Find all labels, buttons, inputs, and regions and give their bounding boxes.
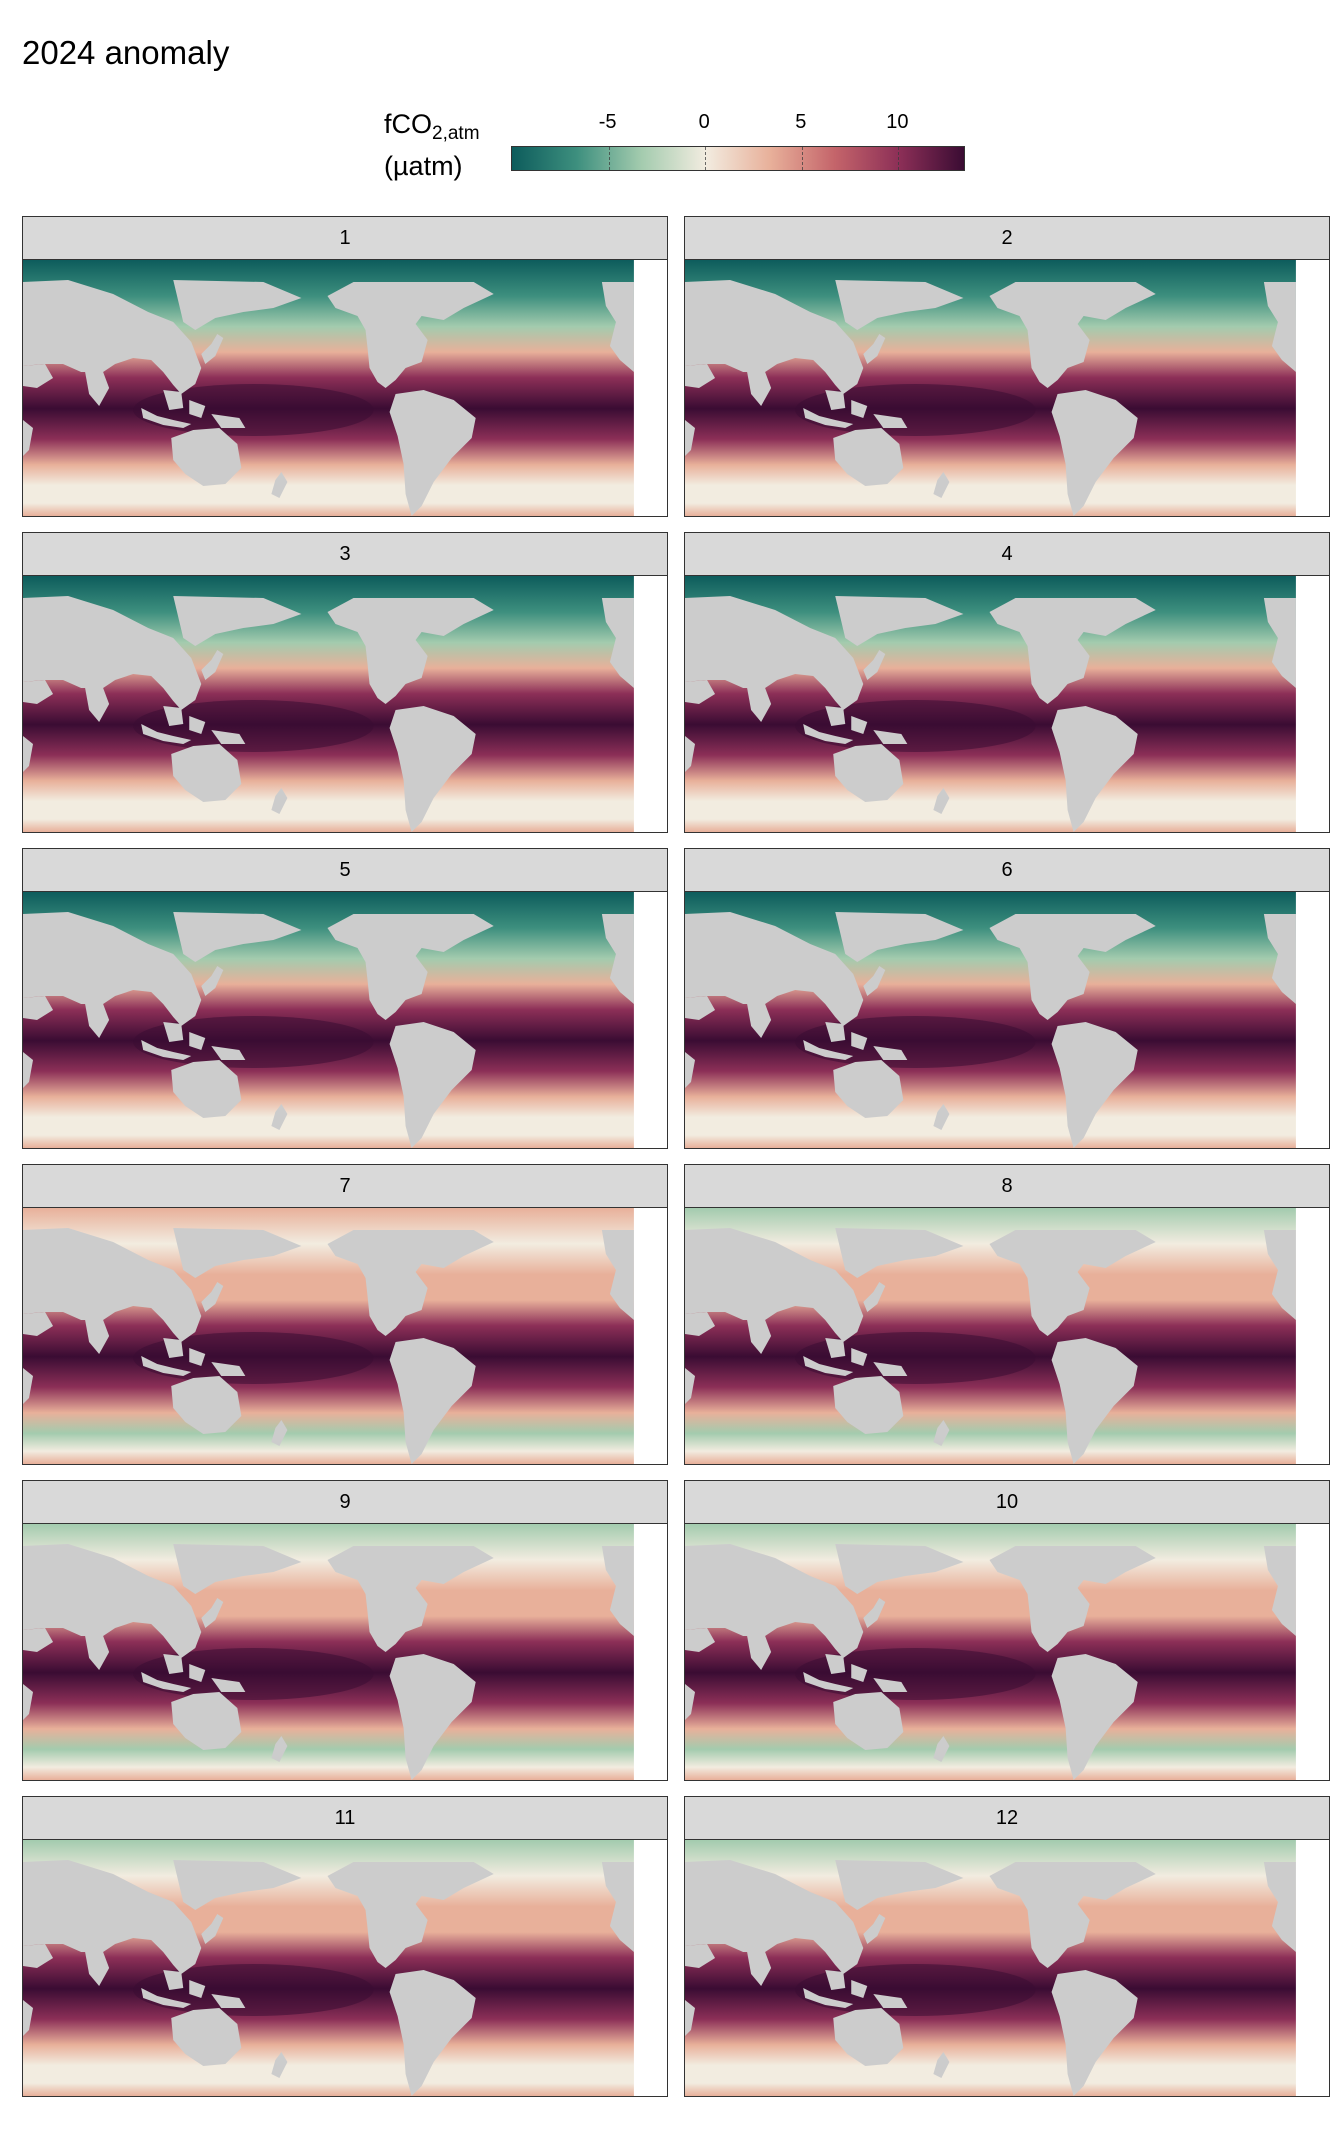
map-area: [685, 576, 1329, 832]
panel-strip: 4: [685, 533, 1329, 576]
map-panel-month-6: 6: [684, 848, 1330, 1149]
anomaly-map: [23, 1524, 667, 1780]
map-panel-month-4: 4: [684, 532, 1330, 833]
map-area: [23, 1524, 667, 1780]
map-area: [23, 892, 667, 1148]
map-panel-month-8: 8: [684, 1164, 1330, 1465]
no-data-edge: [633, 1208, 667, 1464]
panel-label: 1: [339, 226, 351, 249]
western-pacific-maximum: [795, 384, 1036, 436]
no-data-edge: [633, 260, 667, 516]
western-pacific-maximum: [133, 1016, 374, 1068]
anomaly-map: [23, 260, 667, 516]
anomaly-map: [23, 892, 667, 1148]
western-pacific-maximum: [133, 1332, 374, 1384]
page-title: 2024 anomaly: [22, 34, 230, 71]
no-data-edge: [1295, 1208, 1329, 1464]
no-data-edge: [633, 576, 667, 832]
map-area: [23, 1840, 667, 2096]
no-data-edge: [1295, 260, 1329, 516]
map-area: [685, 1524, 1329, 1780]
map-area: [23, 576, 667, 832]
map-area: [685, 1840, 1329, 2096]
legend-tick-mark: [705, 147, 707, 170]
anomaly-map: [685, 1840, 1329, 2096]
map-panel-month-3: 3: [22, 532, 668, 833]
legend-title: fCO2,atm (µatm): [384, 108, 480, 182]
anomaly-map: [685, 260, 1329, 516]
no-data-edge: [633, 1840, 667, 2096]
western-pacific-maximum: [795, 1016, 1036, 1068]
legend-tick-label: 10: [886, 111, 909, 133]
legend-tick-label: 5: [795, 111, 807, 133]
map-panel-month-9: 9: [22, 1480, 668, 1781]
western-pacific-maximum: [133, 384, 374, 436]
panel-label: 10: [995, 1490, 1019, 1513]
map-panel-month-12: 12: [684, 1796, 1330, 2097]
panel-label: 8: [1001, 1174, 1013, 1197]
panel-label: 2: [1001, 226, 1013, 249]
anomaly-map: [685, 1524, 1329, 1780]
western-pacific-maximum: [795, 700, 1036, 752]
color-legend: fCO2,atm (µatm) -5 0 5 10: [384, 108, 984, 181]
no-data-edge: [633, 892, 667, 1148]
legend-title-main: fCO: [384, 109, 433, 139]
panel-strip: 8: [685, 1165, 1329, 1208]
map-panel-month-5: 5: [22, 848, 668, 1149]
panel-label: 6: [1001, 858, 1013, 881]
anomaly-map: [23, 1208, 667, 1464]
panel-label: 4: [1001, 542, 1013, 565]
map-panel-month-10: 10: [684, 1480, 1330, 1781]
map-panel-month-7: 7: [22, 1164, 668, 1465]
panel-strip: 11: [23, 1797, 667, 1840]
map-panel-month-11: 11: [22, 1796, 668, 2097]
panel-label: 7: [339, 1174, 351, 1197]
western-pacific-maximum: [133, 1648, 374, 1700]
panel-strip: 3: [23, 533, 667, 576]
legend-tick-mark: [898, 147, 900, 170]
map-panel-month-1: 1: [22, 216, 668, 517]
no-data-edge: [1295, 1840, 1329, 2096]
anomaly-map: [23, 1840, 667, 2096]
western-pacific-maximum: [795, 1332, 1036, 1384]
anomaly-map: [23, 576, 667, 832]
panel-strip: 5: [23, 849, 667, 892]
no-data-edge: [1295, 892, 1329, 1148]
anomaly-map: [685, 576, 1329, 832]
panel-label: 9: [339, 1490, 351, 1513]
panel-strip: 2: [685, 217, 1329, 260]
no-data-edge: [1295, 1524, 1329, 1780]
legend-tick-label: 0: [698, 111, 710, 133]
western-pacific-maximum: [795, 1648, 1036, 1700]
map-area: [685, 892, 1329, 1148]
panel-strip: 7: [23, 1165, 667, 1208]
no-data-edge: [1295, 576, 1329, 832]
legend-tick-mark: [608, 147, 610, 170]
map-area: [23, 1208, 667, 1464]
no-data-edge: [633, 1524, 667, 1780]
legend-colorbar: [511, 146, 965, 171]
western-pacific-maximum: [133, 700, 374, 752]
anomaly-map: [685, 892, 1329, 1148]
legend-tick-mark: [801, 147, 803, 170]
panel-label: 5: [339, 858, 351, 881]
panel-strip: 12: [685, 1797, 1329, 1840]
legend-tick-label: -5: [598, 111, 617, 133]
anomaly-map: [685, 1208, 1329, 1464]
panel-strip: 1: [23, 217, 667, 260]
map-area: [685, 1208, 1329, 1464]
map-area: [23, 260, 667, 516]
western-pacific-maximum: [795, 1964, 1036, 2016]
western-pacific-maximum: [133, 1964, 374, 2016]
legend-title-subscript: 2,atm: [432, 123, 480, 144]
panel-strip: 10: [685, 1481, 1329, 1524]
map-panel-month-2: 2: [684, 216, 1330, 517]
panel-label: 11: [334, 1806, 356, 1829]
panel-strip: 6: [685, 849, 1329, 892]
panel-label: 12: [995, 1806, 1019, 1829]
legend-title-unit: (µatm): [384, 151, 463, 181]
panel-label: 3: [339, 542, 351, 565]
panel-strip: 9: [23, 1481, 667, 1524]
map-area: [685, 260, 1329, 516]
